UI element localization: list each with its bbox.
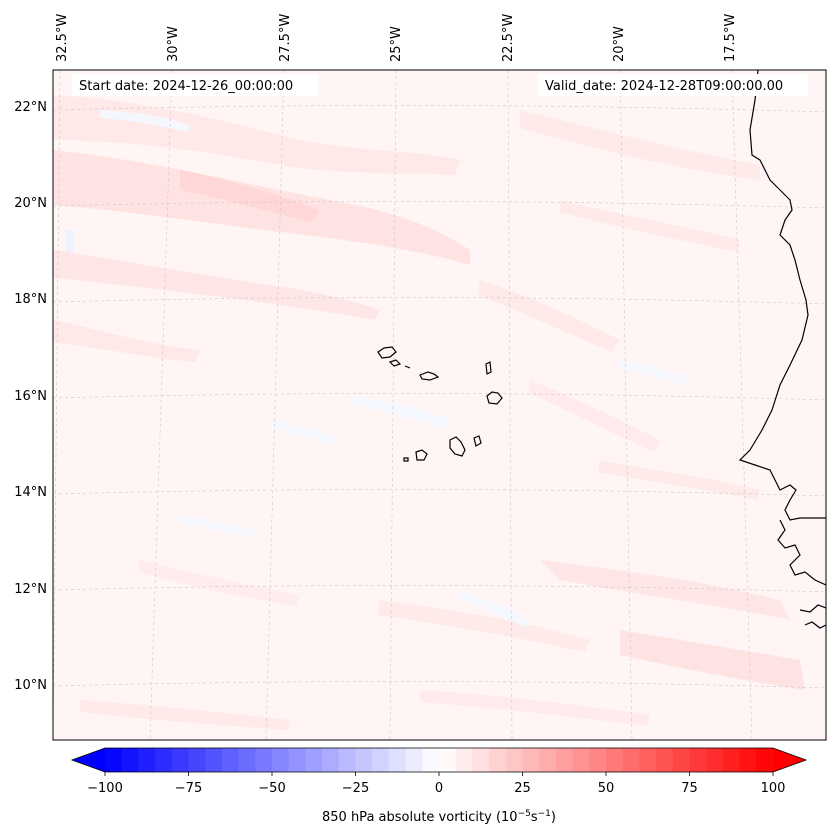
colorbar-cell — [405, 748, 423, 772]
island-santo-antao — [377, 346, 397, 359]
colorbar-tick-label: −100 — [87, 781, 123, 796]
lon-label: 32.5°W — [55, 14, 70, 62]
colorbar-cell — [689, 748, 707, 772]
island-brava — [403, 457, 409, 462]
lon-label: 27.5°W — [278, 14, 293, 62]
colorbar-tick-label: 75 — [681, 781, 698, 796]
lat-label: 20°N — [14, 196, 47, 211]
colorbar-cell — [555, 748, 574, 772]
colorbar: −100 −75 −50 −25 0 25 50 75 100 850 hPa absolute… — [70, 747, 808, 825]
island-sal — [485, 361, 492, 375]
island-maio — [473, 435, 482, 447]
colorbar-cell — [672, 748, 691, 772]
island-fogo — [415, 449, 428, 461]
coastlines — [377, 70, 826, 629]
colorbar-tick-label: 25 — [514, 781, 531, 796]
island-santiago — [449, 436, 466, 457]
colorbar-cell — [372, 748, 390, 772]
vorticity-field — [53, 95, 805, 730]
island-santa-luzia — [404, 365, 411, 369]
colorbar-cell — [338, 748, 357, 772]
colorbar-ticks: −100 −75 −50 −25 0 25 50 75 100 — [87, 772, 785, 796]
lat-label: 12°N — [14, 582, 47, 597]
colorbar-cell — [505, 748, 524, 772]
colorbar-cell — [105, 748, 123, 772]
colorbar-cell — [706, 748, 724, 772]
colorbar-cell — [388, 748, 407, 772]
colorbar-cell — [522, 748, 540, 772]
colorbar-cell — [171, 748, 190, 772]
colorbar-tick-label: 50 — [598, 781, 615, 796]
colorbar-cell — [639, 748, 657, 772]
colorbar-extend-high — [773, 748, 806, 772]
latitude-labels: 22°N 20°N 18°N 16°N 14°N 12°N 10°N — [14, 100, 47, 693]
colorbar-tick-label: 0 — [435, 781, 443, 796]
colorbar-cell — [489, 748, 507, 772]
colorbar-cell — [305, 748, 323, 772]
colorbar-cell — [188, 748, 206, 772]
island-sao-nicolau — [419, 371, 440, 381]
colorbar-tick-label: 100 — [761, 781, 786, 796]
africa-coastline — [738, 70, 826, 521]
island-sao-vicente — [388, 359, 402, 367]
colorbar-cell — [722, 748, 741, 772]
longitude-labels: 32.5°W 30°W 27.5°W 25°W 22.5°W 20°W 17.5… — [55, 14, 738, 62]
colorbar-cell — [572, 748, 590, 772]
colorbar-cell — [272, 748, 290, 772]
colorbar-cell — [221, 748, 240, 772]
lon-label: 25°W — [389, 26, 404, 62]
valid-date-box — [538, 74, 808, 96]
lat-label: 16°N — [14, 389, 47, 404]
colorbar-cell — [622, 748, 640, 772]
colorbar-cell — [739, 748, 757, 772]
lon-label: 17.5°W — [723, 14, 738, 62]
start-date-box — [72, 74, 318, 96]
colorbar-cell — [322, 748, 340, 772]
colorbar-cell — [121, 748, 139, 772]
colorbar-cell — [472, 748, 490, 772]
colorbar-cell — [455, 748, 473, 772]
start-date-label: Start date: 2024-12-26_00:00:00 — [79, 79, 293, 94]
colorbar-cell — [589, 748, 607, 772]
colorbar-cell — [606, 748, 624, 772]
colorbar-cell — [155, 748, 173, 772]
colorbar-tick-label: −25 — [342, 781, 369, 796]
colorbar-cell — [238, 748, 256, 772]
lat-label: 10°N — [14, 678, 47, 693]
valid-date-label: Valid_date: 2024-12-28T09:00:00.00 — [545, 79, 783, 94]
colorbar-label: 850 hPa absolute vorticity (10−5s−1) — [322, 809, 556, 825]
colorbar-cell — [288, 748, 306, 772]
colorbar-cell — [422, 748, 440, 772]
colorbar-cell — [656, 748, 674, 772]
colorbar-cell — [205, 748, 223, 772]
gridlines — [53, 70, 826, 740]
map-frame — [52, 69, 827, 741]
colorbar-cell — [756, 748, 774, 772]
lon-label: 20°W — [612, 26, 627, 62]
lon-label: 22.5°W — [501, 14, 516, 62]
lat-label: 22°N — [14, 100, 47, 115]
colorbar-cell — [355, 748, 373, 772]
colorbar-cell — [138, 748, 156, 772]
map-panel: Start date: 2024-12-26_00:00:00 Valid_da… — [52, 69, 827, 741]
colorbar-cell — [439, 748, 457, 772]
island-boa-vista — [486, 391, 503, 405]
lat-label: 18°N — [14, 292, 47, 307]
colorbar-cell — [539, 748, 557, 772]
colorbar-cells — [105, 748, 774, 772]
colorbar-extend-low — [72, 748, 105, 772]
lat-label: 14°N — [14, 485, 47, 500]
colorbar-tick-label: −50 — [258, 781, 285, 796]
lon-label: 30°W — [166, 26, 181, 62]
colorbar-cell — [255, 748, 273, 772]
colorbar-tick-label: −75 — [175, 781, 202, 796]
